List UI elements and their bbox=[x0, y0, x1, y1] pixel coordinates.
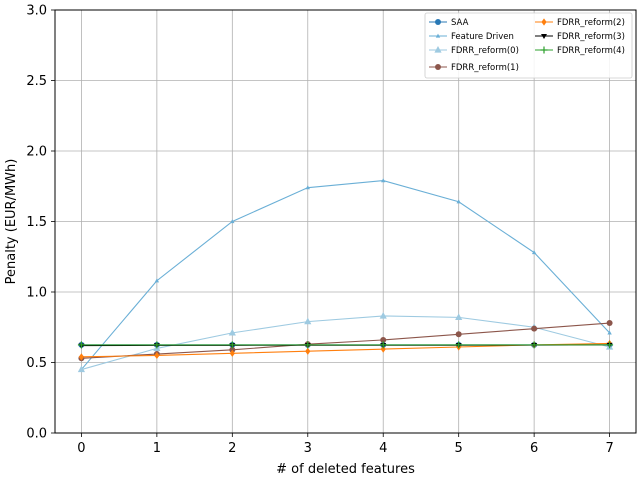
y-tick-label: 0.5 bbox=[26, 356, 47, 371]
data-point bbox=[229, 349, 235, 357]
series-FDRR_reform(4) bbox=[77, 341, 614, 349]
data-point bbox=[230, 219, 235, 224]
data-point bbox=[380, 336, 387, 343]
legend-marker bbox=[435, 33, 441, 38]
legend-marker bbox=[435, 64, 441, 70]
series-FDRR_reform(1) bbox=[78, 320, 613, 362]
series-line bbox=[81, 315, 610, 371]
y-tick-label: 1.5 bbox=[26, 215, 47, 230]
x-tick-label: 7 bbox=[605, 441, 613, 456]
data-point bbox=[77, 365, 86, 373]
x-tick-label: 6 bbox=[530, 441, 538, 456]
legend-label: FDRR_reform(1) bbox=[451, 63, 519, 73]
data-point bbox=[455, 313, 463, 320]
legend-label: Feature Driven bbox=[451, 32, 514, 42]
y-tick-label: 2.5 bbox=[26, 74, 47, 89]
legend-item: FDRR_reform(4) bbox=[535, 46, 625, 56]
x-axis-title: # of deleted features bbox=[276, 462, 415, 477]
data-point bbox=[379, 341, 387, 349]
legend-box bbox=[424, 12, 633, 79]
data-point bbox=[456, 199, 461, 204]
grid bbox=[55, 9, 636, 434]
data-point bbox=[228, 341, 236, 349]
data-point bbox=[304, 341, 312, 349]
data-point bbox=[381, 178, 386, 183]
y-axis-title: Penalty (EUR/MWh) bbox=[4, 159, 19, 285]
data-point bbox=[305, 185, 310, 190]
y-tick-label: 1.0 bbox=[26, 286, 47, 301]
data-point bbox=[455, 331, 462, 338]
data-point bbox=[379, 311, 387, 319]
data-point bbox=[455, 341, 463, 349]
legend-label: FDRR_reform(3) bbox=[557, 32, 625, 42]
data-point bbox=[531, 325, 538, 332]
x-tick-label: 4 bbox=[379, 441, 387, 456]
legend-item: FDRR_reform(2) bbox=[535, 18, 625, 28]
legend-item: FDRR_reform(1) bbox=[429, 63, 519, 73]
legend-marker bbox=[541, 34, 547, 39]
legend-marker bbox=[540, 46, 548, 54]
data-point bbox=[154, 278, 160, 283]
data-point bbox=[380, 345, 386, 353]
data-point bbox=[305, 347, 311, 355]
x-tick-label: 1 bbox=[153, 441, 161, 456]
x-tick-label: 5 bbox=[455, 441, 463, 456]
data-point bbox=[606, 320, 613, 327]
data-point bbox=[531, 250, 537, 255]
legend-label: FDRR_reform(2) bbox=[557, 18, 625, 28]
data-point bbox=[78, 353, 85, 361]
legend-item: FDRR_reform(3) bbox=[535, 32, 625, 42]
x-tick-label: 2 bbox=[228, 441, 236, 456]
data-point bbox=[77, 341, 85, 349]
data-point bbox=[154, 351, 160, 360]
axis-ticks: 0 1 2 3 4 5 6 7 0.0 0.5 1.0 1.5 2.0 2.5 3.0 bbox=[26, 4, 613, 457]
legend-label: FDRR_reform(0) bbox=[451, 46, 519, 56]
legend-label: SAA bbox=[451, 18, 469, 28]
data-point bbox=[228, 328, 236, 336]
y-tick-label: 2.0 bbox=[26, 145, 47, 160]
series-line bbox=[80, 180, 610, 370]
data-point bbox=[530, 341, 538, 349]
x-tick-label: 0 bbox=[77, 441, 85, 456]
legend-item: FDRR_reform(0) bbox=[429, 46, 519, 56]
data-point bbox=[607, 330, 612, 335]
data-point bbox=[153, 341, 161, 349]
legend-label: FDRR_reform(4) bbox=[557, 46, 625, 56]
legend-marker bbox=[434, 46, 442, 53]
y-tick-label: 3.0 bbox=[26, 4, 47, 19]
legend: SAA Feature Driven FDRR_reform(0) FDRR_refo… bbox=[424, 12, 633, 79]
series-layer bbox=[77, 178, 614, 373]
legend-item: Feature Driven bbox=[429, 32, 514, 42]
legend-marker bbox=[435, 19, 441, 25]
series-line bbox=[81, 322, 610, 359]
data-point bbox=[606, 341, 614, 349]
legend-marker bbox=[541, 18, 547, 26]
data-point bbox=[304, 317, 312, 325]
x-tick-label: 3 bbox=[304, 441, 312, 456]
legend-item: SAA bbox=[429, 18, 469, 28]
y-tick-label: 0.0 bbox=[26, 427, 47, 442]
